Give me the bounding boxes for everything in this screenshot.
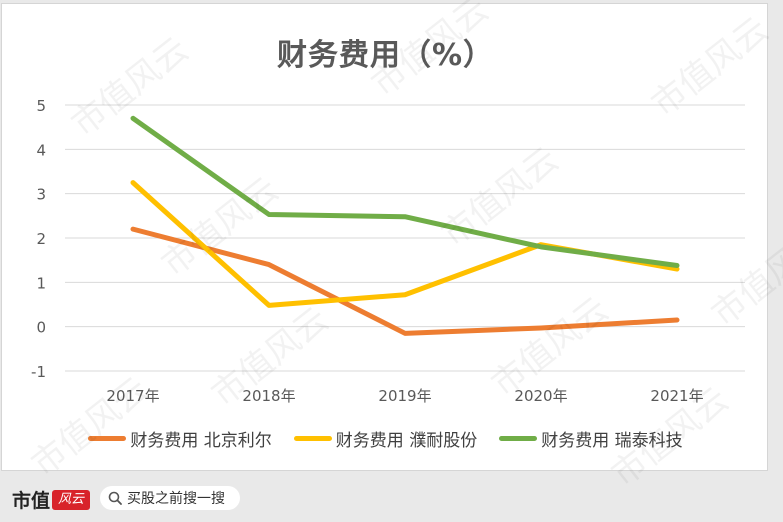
y-tick-label: 5 xyxy=(36,97,46,115)
x-tick-label: 2019年 xyxy=(378,387,431,405)
legend-item-3[interactable]: 财务费用 瑞泰科技 xyxy=(499,426,683,451)
legend-label: 财务费用 濮耐股份 xyxy=(335,431,478,451)
chart-legend: 财务费用 北京利尔 财务费用 濮耐股份 财务费用 瑞泰科技 xyxy=(2,426,769,451)
legend-swatch xyxy=(88,436,127,441)
series-line-2 xyxy=(130,180,680,308)
brand-logo[interactable]: 市值 风云 xyxy=(12,486,91,513)
search-icon xyxy=(108,491,122,505)
chart-card: 财务费用（%） 5 4 3 2 1 0 -1 2017年 2018年 2019年 2020年 2021… xyxy=(1,3,768,471)
search-text: 买股之前搜一搜 xyxy=(127,491,225,507)
legend-item-2[interactable]: 财务费用 濮耐股份 xyxy=(293,426,478,451)
x-tick-label: 2018年 xyxy=(242,387,295,405)
search-button[interactable]: 买股之前搜一搜 xyxy=(100,486,240,510)
brand-badge: 风云 xyxy=(52,489,91,510)
legend-swatch xyxy=(499,436,538,441)
brand-name: 市值 xyxy=(12,490,51,512)
y-tick-label: 3 xyxy=(36,186,46,204)
line-chart: 5 4 3 2 1 0 -1 2017年 2018年 2019年 2020年 2021年 xyxy=(31,97,745,405)
legend-label: 财务费用 北京利尔 xyxy=(130,431,272,451)
y-tick-label: -1 xyxy=(31,363,46,381)
legend-swatch xyxy=(293,436,332,441)
x-tick-label: 2017年 xyxy=(106,387,159,405)
x-tick-label: 2020年 xyxy=(514,387,567,405)
y-tick-label: 1 xyxy=(36,274,46,292)
footer-bar: 市值 风云 买股之前搜一搜 xyxy=(0,476,783,522)
y-tick-label: 4 xyxy=(36,141,46,159)
chart-title: 财务费用（%） xyxy=(276,38,495,73)
legend-item-1[interactable]: 财务费用 北京利尔 xyxy=(88,426,272,451)
legend-label: 财务费用 瑞泰科技 xyxy=(541,431,683,451)
series-line-3 xyxy=(130,115,680,268)
y-tick-label: 0 xyxy=(36,319,46,337)
y-tick-label: 2 xyxy=(36,230,46,248)
series-line-1 xyxy=(130,226,680,336)
x-tick-label: 2021年 xyxy=(650,387,703,405)
